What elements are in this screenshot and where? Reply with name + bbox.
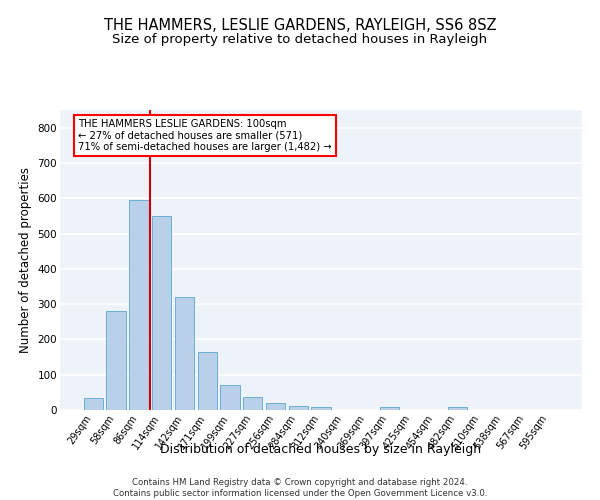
Bar [266,403,285,410]
Text: THE HAMMERS, LESLIE GARDENS, RAYLEIGH, SS6 8SZ: THE HAMMERS, LESLIE GARDENS, RAYLEIGH, S… [104,18,496,32]
Bar [311,407,331,410]
Text: Contains HM Land Registry data © Crown copyright and database right 2024.
Contai: Contains HM Land Registry data © Crown c… [113,478,487,498]
Bar [448,407,467,410]
Bar [106,311,126,410]
Bar [84,398,103,410]
Bar [129,200,149,410]
Bar [175,297,194,410]
Text: THE HAMMERS LESLIE GARDENS: 100sqm
← 27% of detached houses are smaller (571)
71: THE HAMMERS LESLIE GARDENS: 100sqm ← 27%… [78,119,332,152]
Y-axis label: Number of detached properties: Number of detached properties [19,167,32,353]
Bar [289,406,308,410]
Text: Distribution of detached houses by size in Rayleigh: Distribution of detached houses by size … [160,442,482,456]
Bar [197,352,217,410]
Bar [380,407,399,410]
Bar [243,397,262,410]
Bar [152,216,172,410]
Bar [220,386,239,410]
Text: Size of property relative to detached houses in Rayleigh: Size of property relative to detached ho… [112,32,488,46]
